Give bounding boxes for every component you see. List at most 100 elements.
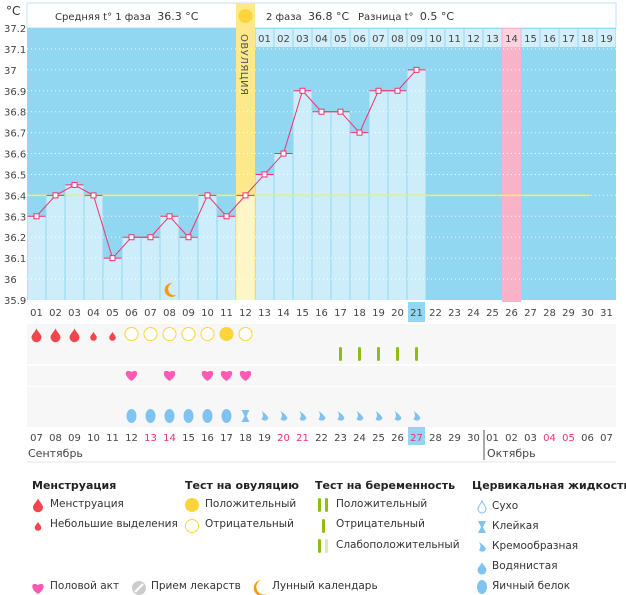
legend-pregnancy-positive: Положительный bbox=[336, 498, 428, 510]
date-label: 16 bbox=[201, 433, 214, 444]
temperature-point bbox=[204, 192, 211, 199]
temperature-bar bbox=[179, 237, 198, 300]
temperature-point bbox=[90, 192, 97, 199]
intercourse-heart-icon bbox=[220, 370, 233, 381]
phase2-day-cell bbox=[274, 29, 293, 47]
phase2-day-cell bbox=[559, 29, 578, 47]
bbt-chart: 37.2 37.1 37 36.9 36.8 36.7 36.6 36.5 36.4 36.3 36… bbox=[4, 2, 617, 463]
phase2-day-cell bbox=[483, 29, 502, 47]
temperature-point bbox=[280, 150, 287, 157]
cycle-day-label: 24 bbox=[467, 308, 480, 319]
intercourse-heart-icon bbox=[125, 370, 138, 381]
date-label: 19 bbox=[258, 433, 271, 444]
temperature-bar bbox=[255, 174, 274, 300]
pregnancy-test-negative-icon bbox=[415, 347, 418, 361]
phase2-day-cell bbox=[331, 29, 350, 47]
phase2-day-label: 04 bbox=[315, 34, 328, 45]
date-label: 24 bbox=[353, 433, 366, 444]
legend-pregnancy-negative: Отрицательный bbox=[336, 518, 425, 530]
phase2-day-label: 07 bbox=[372, 34, 385, 45]
expected-period-column bbox=[502, 28, 521, 300]
temperature-bar bbox=[236, 195, 255, 300]
cycle-day-label: 29 bbox=[562, 308, 575, 319]
cycle-day-label: 10 bbox=[201, 308, 214, 319]
medication-icon-stripe bbox=[134, 583, 144, 593]
ovulation-test-negative-icon bbox=[162, 327, 177, 341]
temperature-point bbox=[413, 66, 420, 73]
cycle-day-label: 15 bbox=[296, 308, 309, 319]
ovulation-test-negative-icon bbox=[200, 327, 215, 341]
intercourse-heart-icon bbox=[201, 370, 214, 381]
temperature-bar bbox=[217, 216, 236, 300]
y-tick-label: 36.6 bbox=[4, 150, 26, 161]
phase1-value: 36.3 °C bbox=[157, 10, 199, 23]
cycle-day-label: 08 bbox=[163, 308, 176, 319]
ovulation-test-negative-icon bbox=[124, 327, 139, 341]
legend-icons bbox=[32, 498, 487, 595]
date-label: 27 bbox=[410, 433, 423, 444]
today-highlight bbox=[408, 427, 425, 445]
pregnancy-negative-icon bbox=[322, 519, 325, 533]
pregnancy-positive-icon bbox=[318, 498, 321, 512]
creamy-icon bbox=[394, 411, 402, 421]
temperature-point bbox=[128, 234, 135, 241]
cycle-day-label: 16 bbox=[315, 308, 328, 319]
legend-spotting: Небольшие выделения bbox=[50, 518, 178, 530]
date-label: 28 bbox=[429, 433, 442, 444]
phase2-day-label: 09 bbox=[410, 34, 423, 45]
cycle-day-label: 31 bbox=[600, 308, 613, 319]
y-tick-label: 37.2 bbox=[4, 24, 26, 35]
egg-white-icon bbox=[202, 409, 213, 423]
temperature-point bbox=[337, 108, 344, 115]
moon-legend-icon bbox=[253, 580, 267, 595]
creamy-icon bbox=[375, 411, 383, 421]
phase2-day-cell bbox=[255, 29, 274, 47]
creamy-icon bbox=[299, 411, 307, 421]
date-label: 21 bbox=[296, 433, 309, 444]
date-label: 15 bbox=[182, 433, 195, 444]
temperature-point bbox=[394, 87, 401, 94]
y-tick-label: 36.5 bbox=[4, 170, 26, 181]
y-tick-label: 36.7 bbox=[4, 129, 26, 140]
phase2-day-cell bbox=[350, 29, 369, 47]
cycle-day-label: 17 bbox=[334, 308, 347, 319]
legend-menstruation: Менструация bbox=[50, 498, 124, 510]
phase2-day-label: 02 bbox=[277, 34, 290, 45]
creamy-icon bbox=[280, 411, 288, 421]
legend-ovulation-positive: Положительный bbox=[205, 498, 297, 510]
date-label: 02 bbox=[505, 433, 518, 444]
date-label: 07 bbox=[30, 433, 43, 444]
creamy-icon bbox=[261, 411, 269, 421]
pregnancy-weak-icon bbox=[325, 539, 328, 553]
symbol-row bbox=[27, 387, 616, 407]
ovulation-test-negative-icon bbox=[143, 327, 158, 341]
creamy-icon bbox=[337, 411, 345, 421]
legend-cervical-dry: Сухо bbox=[492, 500, 519, 512]
cycle-day-label: 21 bbox=[410, 308, 423, 319]
temperature-point bbox=[166, 213, 173, 220]
date-label: 07 bbox=[600, 433, 613, 444]
legend-cervical-watery: Водянистая bbox=[492, 560, 558, 572]
phase2-day-cell bbox=[426, 29, 445, 47]
date-label: 29 bbox=[448, 433, 461, 444]
phase2-label: 2 фаза bbox=[266, 12, 302, 23]
cycle-day-label: 06 bbox=[125, 308, 138, 319]
ovulation-label: ОВУЛЯЦИЯ bbox=[238, 34, 249, 96]
cycle-day-label: 22 bbox=[429, 308, 442, 319]
cycle-day-label: 23 bbox=[448, 308, 461, 319]
cycle-day-label: 25 bbox=[486, 308, 499, 319]
legend-ovulation-title: Тест на овуляцию bbox=[185, 479, 299, 492]
creamy-icon bbox=[356, 411, 364, 421]
temperature-point bbox=[71, 181, 78, 188]
phase2-day-label: 12 bbox=[467, 34, 480, 45]
pregnancy-test-negative-icon bbox=[358, 347, 361, 361]
cycle-day-label: 03 bbox=[68, 308, 81, 319]
temperature-bar bbox=[407, 69, 426, 300]
pregnancy-test-negative-icon bbox=[396, 347, 399, 361]
cycle-day-label: 27 bbox=[524, 308, 537, 319]
temperature-bar bbox=[331, 111, 350, 300]
temperature-point bbox=[242, 192, 249, 199]
legend-menstruation-title: Менструация bbox=[32, 479, 117, 492]
cycle-day-label: 30 bbox=[581, 308, 594, 319]
unit-label: °C bbox=[6, 4, 21, 18]
